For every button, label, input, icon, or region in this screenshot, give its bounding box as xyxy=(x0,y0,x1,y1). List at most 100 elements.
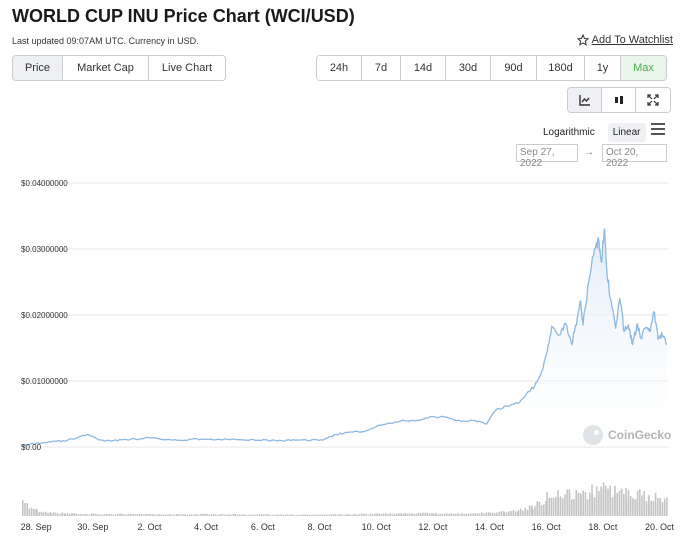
volume-bar xyxy=(282,514,285,516)
date-to-input[interactable]: Oct 20, 2022 xyxy=(602,144,667,169)
range-30d[interactable]: 30d xyxy=(446,56,491,80)
linear-button[interactable]: Linear xyxy=(607,123,646,142)
volume-bar xyxy=(184,514,186,516)
volume-bar xyxy=(483,513,485,516)
line-chart-button[interactable] xyxy=(568,88,602,112)
tab-price[interactable]: Price xyxy=(13,56,63,80)
volume-bar xyxy=(400,513,402,516)
volume-bar xyxy=(385,513,387,516)
volume-bar xyxy=(88,514,91,516)
volume-bar xyxy=(64,513,67,516)
date-from-input[interactable]: Sep 27, 2022 xyxy=(516,144,578,169)
volume-bar xyxy=(591,494,594,516)
volume-bar xyxy=(177,514,180,516)
volume-bar xyxy=(273,514,276,516)
volume-bar xyxy=(514,511,517,516)
scale-toggle: Logarithmic Linear xyxy=(538,123,646,142)
volume-bar xyxy=(536,501,538,516)
volume-bar xyxy=(245,514,248,516)
volume-bar xyxy=(101,514,104,516)
volume-bar xyxy=(247,514,250,516)
volume-bar xyxy=(317,514,320,516)
volume-bar xyxy=(114,514,117,516)
range-1y[interactable]: 1y xyxy=(585,56,621,80)
volume-bar xyxy=(600,486,602,516)
hamburger-menu-icon[interactable] xyxy=(651,123,665,135)
range-24h[interactable]: 24h xyxy=(317,56,362,80)
volume-bar xyxy=(404,513,407,516)
fullscreen-button[interactable] xyxy=(636,88,670,112)
volume-bar xyxy=(623,494,625,516)
range-14d[interactable]: 14d xyxy=(401,56,446,80)
volume-bar xyxy=(481,512,483,516)
tab-market-cap[interactable]: Market Cap xyxy=(63,56,149,80)
gecko-logo-icon xyxy=(583,425,603,445)
range-max[interactable]: Max xyxy=(621,56,666,80)
volume-bar xyxy=(343,514,346,516)
volume-bar xyxy=(125,514,128,516)
volume-bar xyxy=(180,514,182,516)
volume-bar xyxy=(71,513,73,516)
y-tick-label: $0.03000000 xyxy=(21,245,68,254)
volume-bar xyxy=(73,513,75,516)
volume-bar xyxy=(577,492,580,516)
range-7d[interactable]: 7d xyxy=(362,56,401,80)
volume-bar xyxy=(634,499,636,516)
volume-bar xyxy=(284,514,287,516)
volume-bar xyxy=(195,513,197,516)
volume-bar xyxy=(293,514,295,516)
volume-bar xyxy=(56,513,59,516)
volume-bar xyxy=(641,495,643,516)
volume-bar xyxy=(215,514,217,516)
volume-bar xyxy=(589,492,591,516)
volume-bar xyxy=(396,513,398,516)
volume-bar xyxy=(463,514,465,516)
volume-bar xyxy=(134,514,136,516)
volume-bar xyxy=(614,485,616,516)
date-arrow: → xyxy=(584,147,594,158)
logarithmic-button[interactable]: Logarithmic xyxy=(543,127,595,138)
volume-bar xyxy=(256,514,259,516)
y-tick-label: $0.02000000 xyxy=(21,311,68,320)
volume-bar xyxy=(625,497,628,516)
volume-bar xyxy=(45,511,47,516)
add-to-watchlist-link[interactable]: Add To Watchlist xyxy=(576,34,673,46)
tab-live-chart[interactable]: Live Chart xyxy=(149,56,225,80)
volume-bar xyxy=(374,513,376,516)
volume-bar xyxy=(276,514,278,516)
volume-bar xyxy=(332,514,335,516)
range-90d[interactable]: 90d xyxy=(491,56,537,80)
volume-bar xyxy=(358,514,361,516)
volume-bar xyxy=(138,513,141,516)
volume-bar xyxy=(426,512,429,516)
volume-bar xyxy=(575,490,577,516)
volume-bar xyxy=(448,514,450,516)
volume-bar xyxy=(496,512,498,516)
volume-bar xyxy=(197,514,200,516)
volume-bar xyxy=(269,514,271,516)
coingecko-watermark: CoinGecko xyxy=(583,425,671,445)
volume-bar xyxy=(540,505,543,516)
volume-bar xyxy=(389,513,391,516)
volume-bar xyxy=(130,513,132,516)
volume-bar xyxy=(382,513,385,516)
volume-bar xyxy=(548,498,550,516)
volume-bar xyxy=(52,512,55,516)
candlestick-button[interactable] xyxy=(602,88,636,112)
volume-bar xyxy=(84,513,86,516)
volume-bar xyxy=(61,512,63,516)
volume-bar xyxy=(645,501,648,516)
volume-bar xyxy=(564,494,566,516)
volume-bar xyxy=(212,513,215,516)
volume-bar xyxy=(446,513,448,516)
volume-bar xyxy=(512,510,515,516)
volume-bar xyxy=(319,514,322,516)
volume-bar xyxy=(75,513,78,516)
x-tick-label: 12. Oct xyxy=(418,522,448,532)
volume-bar xyxy=(151,514,154,516)
volume-bar xyxy=(571,499,573,516)
volume-bar xyxy=(321,514,324,516)
range-180d[interactable]: 180d xyxy=(537,56,585,80)
volume-bar xyxy=(457,513,459,516)
